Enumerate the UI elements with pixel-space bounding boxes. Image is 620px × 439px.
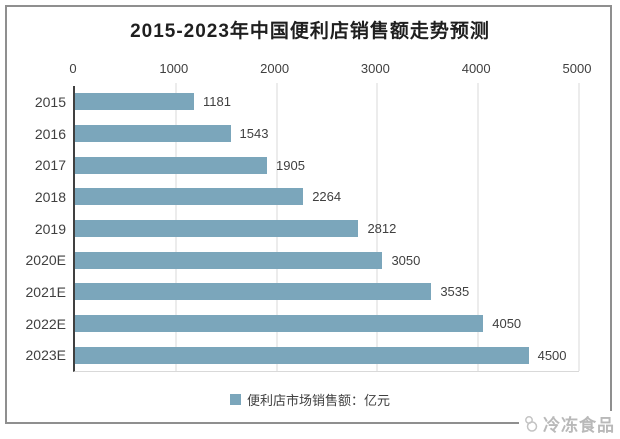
plot-area: 1181 1543 1905 2264 2812 3050 3535 4050 4500 [73,83,580,372]
gridline [376,83,378,371]
bar-value-label: 2812 [367,221,397,237]
category-label: 2016 [34,125,66,142]
bar-value-label: 4050 [492,316,522,332]
bar [75,156,268,174]
bar-value-label: 1905 [276,157,305,173]
watermark-text: 冷冻食品 [543,416,615,435]
bar-value-label: 3050 [391,252,421,268]
bar [75,125,231,142]
legend-swatch-icon [229,394,241,405]
bar-row: 2264 [75,181,579,213]
x-axis: 0 1000 2000 3000 4000 5000 [69,61,591,78]
x-tick-label: 4000 [461,61,491,76]
bar-row: 4050 [75,308,579,340]
bar-row: 2812 [75,213,579,245]
bar [75,346,529,364]
gridline [477,83,479,371]
category-label: 2019 [34,220,66,237]
bar-row: 1905 [75,149,579,181]
bar [75,220,359,238]
bar-value-label: 4500 [537,347,567,363]
bar [75,188,304,206]
bar-row: 3535 [75,276,579,308]
watermark-logo-icon [525,416,538,432]
legend: 便利店市场销售额：亿元 [0,390,620,409]
x-tick-label: 0 [69,61,77,76]
chart-title: 2015-2023年中国便利店销售额走势预测 [130,21,490,42]
category-label: 2022E [25,315,66,332]
bar-row: 3050 [75,244,579,276]
x-tick-label: 1000 [159,61,189,76]
bar [75,251,383,269]
bar-value-label: 1543 [239,126,269,141]
bar-row: 1543 [75,118,579,150]
bar [75,93,195,111]
bar [75,315,484,333]
bar-row: 1181 [75,86,579,118]
category-label: 2020E [25,252,66,269]
category-labels: 2015 2016 2017 2018 2019 2020E 2021E 2022E 2023E [8,86,66,371]
bar-row: 4500 [75,339,579,371]
bar-value-label: 3535 [440,284,470,300]
category-label: 2023E [25,347,66,364]
bar-rows: 1181 1543 1905 2264 2812 3050 3535 4050 4500 [75,86,579,371]
gridline [578,83,580,371]
bar-value-label: 1181 [203,94,231,110]
bar-value-label: 2264 [312,189,342,205]
category-label: 2015 [34,93,66,110]
category-label: 2018 [34,188,66,205]
legend-label: 便利店市场销售额：亿元 [246,393,390,408]
category-label: 2021E [25,283,66,300]
x-tick-label: 5000 [562,61,592,76]
x-tick-label: 2000 [260,61,290,76]
x-tick-label: 3000 [360,61,390,76]
watermark: 冷冻食品 [519,411,615,436]
bar [75,283,432,301]
category-label: 2017 [34,157,66,174]
